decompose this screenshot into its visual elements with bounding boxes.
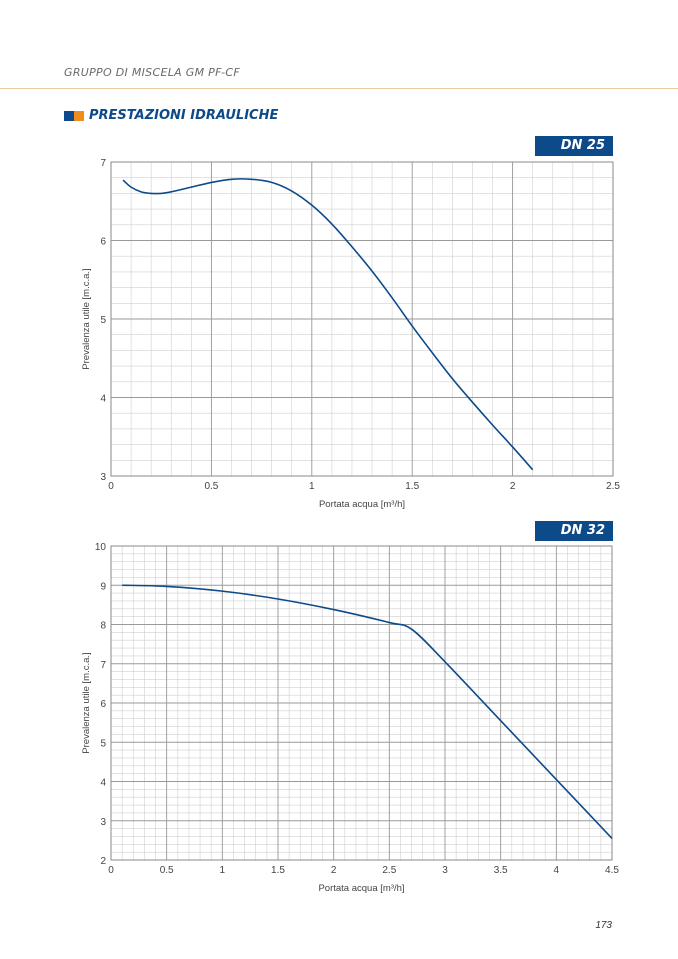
y-axis-label: Prevalenza utile [m.c.a.] (81, 652, 92, 753)
x-tick-label: 0.5 (204, 481, 218, 492)
y-tick-label: 5 (100, 738, 106, 749)
y-tick-label: 6 (100, 237, 106, 248)
y-tick-label: 3 (100, 817, 106, 828)
x-tick-label: 2 (510, 481, 516, 492)
x-tick-label: 2.5 (606, 481, 620, 492)
x-tick-label: 1.5 (271, 865, 285, 876)
x-tick-label: 1.5 (405, 481, 419, 492)
plot-frame (110, 161, 614, 477)
y-tick-label: 4 (100, 778, 106, 789)
x-tick-label: 3 (442, 865, 448, 876)
x-tick-label: 1 (309, 481, 315, 492)
header-divider (0, 88, 678, 89)
x-tick-label: 2.5 (382, 865, 396, 876)
y-axis-label: Prevalenza utile [m.c.a.] (81, 268, 92, 369)
page-number: 173 (595, 920, 612, 931)
x-tick-label: 2 (331, 865, 337, 876)
plot-frame (110, 545, 613, 861)
x-tick-label: 4 (554, 865, 560, 876)
y-tick-label: 8 (100, 621, 106, 632)
y-tick-label: 7 (100, 660, 106, 671)
section-title: PRESTAZIONI IDRAULICHE (89, 108, 279, 123)
x-tick-label: 1 (220, 865, 226, 876)
x-axis-label: Portata acqua [m³/h] (319, 499, 405, 510)
x-tick-label: 0 (108, 865, 114, 876)
section-bullet-orange-icon (74, 110, 84, 121)
y-tick-label: 6 (100, 699, 106, 710)
series-line (122, 178, 534, 471)
x-axis-label: Portata acqua [m³/h] (318, 883, 404, 894)
x-tick-label: 0 (108, 481, 114, 492)
y-tick-label: 5 (100, 315, 106, 326)
y-tick-label: 7 (100, 158, 106, 169)
x-tick-label: 4.5 (605, 865, 619, 876)
chart-dn25: 0 0.5 1 1.5 2 2.5 3 4 5 6 7 Portata acqua [m³/h] Pre… (81, 158, 620, 510)
series-line (122, 584, 613, 839)
section-heading: PRESTAZIONI IDRAULICHE (64, 108, 278, 123)
y-tick-label: 10 (95, 542, 107, 553)
dn32-badge: DN 32 (535, 521, 613, 541)
page-header-title: GRUPPO DI MISCELA GM PF-CF (64, 66, 240, 79)
y-tick-label: 9 (100, 581, 106, 592)
y-tick-label: 2 (100, 856, 106, 867)
x-tick-label: 3.5 (494, 865, 508, 876)
dn25-badge: DN 25 (535, 136, 613, 156)
x-tick-label: 0.5 (160, 865, 174, 876)
y-tick-label: 4 (100, 394, 106, 405)
section-bullet-blue-icon (64, 110, 74, 121)
y-tick-label: 3 (100, 472, 106, 483)
